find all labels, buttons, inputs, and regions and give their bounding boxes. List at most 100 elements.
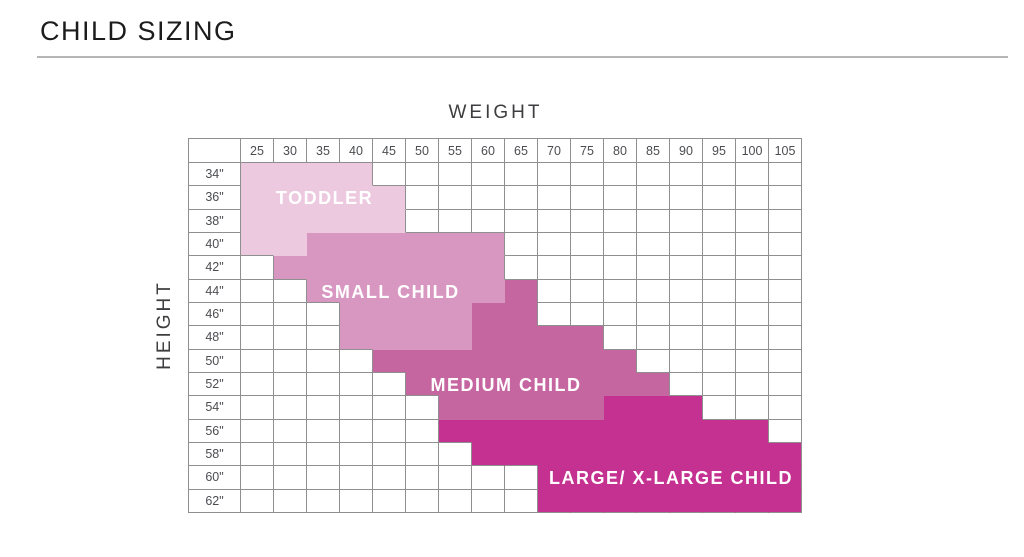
grid-cell: [769, 349, 802, 373]
grid-cell: [307, 302, 340, 327]
grid-cell: [538, 163, 571, 187]
grid-cell: [439, 186, 472, 210]
grid-cell: [274, 279, 307, 303]
grid-cell: [703, 163, 736, 187]
sizing-grid: 25 30 35 40 45 50 55 60 65 70 75 80 85 90 95 100 105 34" 3…: [188, 138, 802, 513]
grid-cell: [670, 302, 703, 327]
grid-cell: [439, 302, 472, 327]
grid-cell: [769, 209, 802, 233]
grid-cell: [472, 302, 505, 327]
grid-cell: [703, 209, 736, 233]
grid-cell: [439, 209, 472, 233]
grid-cell: [637, 279, 670, 303]
grid-cell: [406, 466, 439, 490]
height-header-cell: 48": [189, 326, 241, 350]
grid-cell: [373, 256, 406, 280]
grid-cell: [703, 279, 736, 303]
grid-cell: [472, 489, 505, 513]
grid-cell: [373, 209, 406, 233]
grid-cell: [340, 163, 373, 187]
grid-cell: [670, 442, 703, 467]
grid-cell: [439, 349, 472, 373]
grid-cell: [571, 396, 604, 420]
grid-cell: [274, 209, 307, 233]
grid-cell: [637, 349, 670, 373]
grid-cell: [538, 442, 571, 467]
grid-cell: [241, 279, 274, 303]
grid-cell: [274, 302, 307, 327]
page-title: CHILD SIZING: [40, 16, 237, 46]
grid-cell: [736, 256, 769, 280]
grid-cell: [703, 256, 736, 280]
weight-header-cell: 25: [241, 139, 274, 163]
grid-cell: [241, 232, 274, 257]
grid-cell: [670, 186, 703, 210]
grid-cell: [241, 186, 274, 210]
grid-cell: [604, 349, 637, 373]
weight-header-cell: 100: [736, 139, 769, 163]
grid-cell: [703, 442, 736, 467]
height-header-cell: 58": [189, 442, 241, 467]
grid-cell: [340, 442, 373, 467]
grid-cell: [604, 396, 637, 420]
grid-cell: [274, 466, 307, 490]
grid-cell: [241, 326, 274, 350]
grid-cell: [769, 489, 802, 513]
grid-cell: [736, 186, 769, 210]
grid-cell: [373, 326, 406, 350]
grid-cell: [571, 209, 604, 233]
weight-axis-title: WEIGHT: [448, 102, 543, 123]
grid-cell: [604, 209, 637, 233]
grid-cell: [505, 466, 538, 490]
grid-cell: [604, 466, 637, 490]
grid-cell: [505, 372, 538, 397]
grid-cell: [340, 372, 373, 397]
grid-cell: [670, 396, 703, 420]
grid-cell: [604, 489, 637, 513]
grid-cell: [538, 349, 571, 373]
grid-cell: [241, 489, 274, 513]
grid-cell: [241, 349, 274, 373]
grid-cell: [736, 163, 769, 187]
grid-cell: [571, 349, 604, 373]
grid-cell: [340, 302, 373, 327]
grid-cell: [604, 163, 637, 187]
grid-cell: [736, 442, 769, 467]
grid-cell: [340, 326, 373, 350]
grid-cell: [736, 302, 769, 327]
weight-header-cell: 45: [373, 139, 406, 163]
grid-cell: [307, 186, 340, 210]
weight-header-cell: 55: [439, 139, 472, 163]
grid-cell: [241, 396, 274, 420]
grid-cell: [505, 419, 538, 443]
grid-cell: [340, 466, 373, 490]
grid-cell: [604, 326, 637, 350]
height-axis-title: HEIGHT: [154, 280, 175, 370]
grid-cell: [241, 302, 274, 327]
grid-cell: [604, 419, 637, 443]
grid-cell: [703, 302, 736, 327]
grid-cell: [406, 349, 439, 373]
grid-cell: [505, 302, 538, 327]
grid-cell: [307, 372, 340, 397]
height-header-cell: 42": [189, 256, 241, 280]
grid-cell: [406, 396, 439, 420]
grid-cell: [274, 186, 307, 210]
grid-cell: [340, 279, 373, 303]
grid-cell: [307, 489, 340, 513]
grid-cell: [307, 349, 340, 373]
grid-cell: [769, 326, 802, 350]
grid-cell: [637, 256, 670, 280]
grid-cell: [571, 466, 604, 490]
grid-cell: [274, 372, 307, 397]
grid-cell: [769, 279, 802, 303]
grid-cell: [604, 442, 637, 467]
grid-cell: [604, 232, 637, 257]
grid-cell: [406, 326, 439, 350]
grid-cell: [637, 489, 670, 513]
grid-cell: [505, 232, 538, 257]
grid-cell: [406, 419, 439, 443]
weight-header-cell: 65: [505, 139, 538, 163]
grid-cell: [472, 442, 505, 467]
grid-cell: [538, 489, 571, 513]
